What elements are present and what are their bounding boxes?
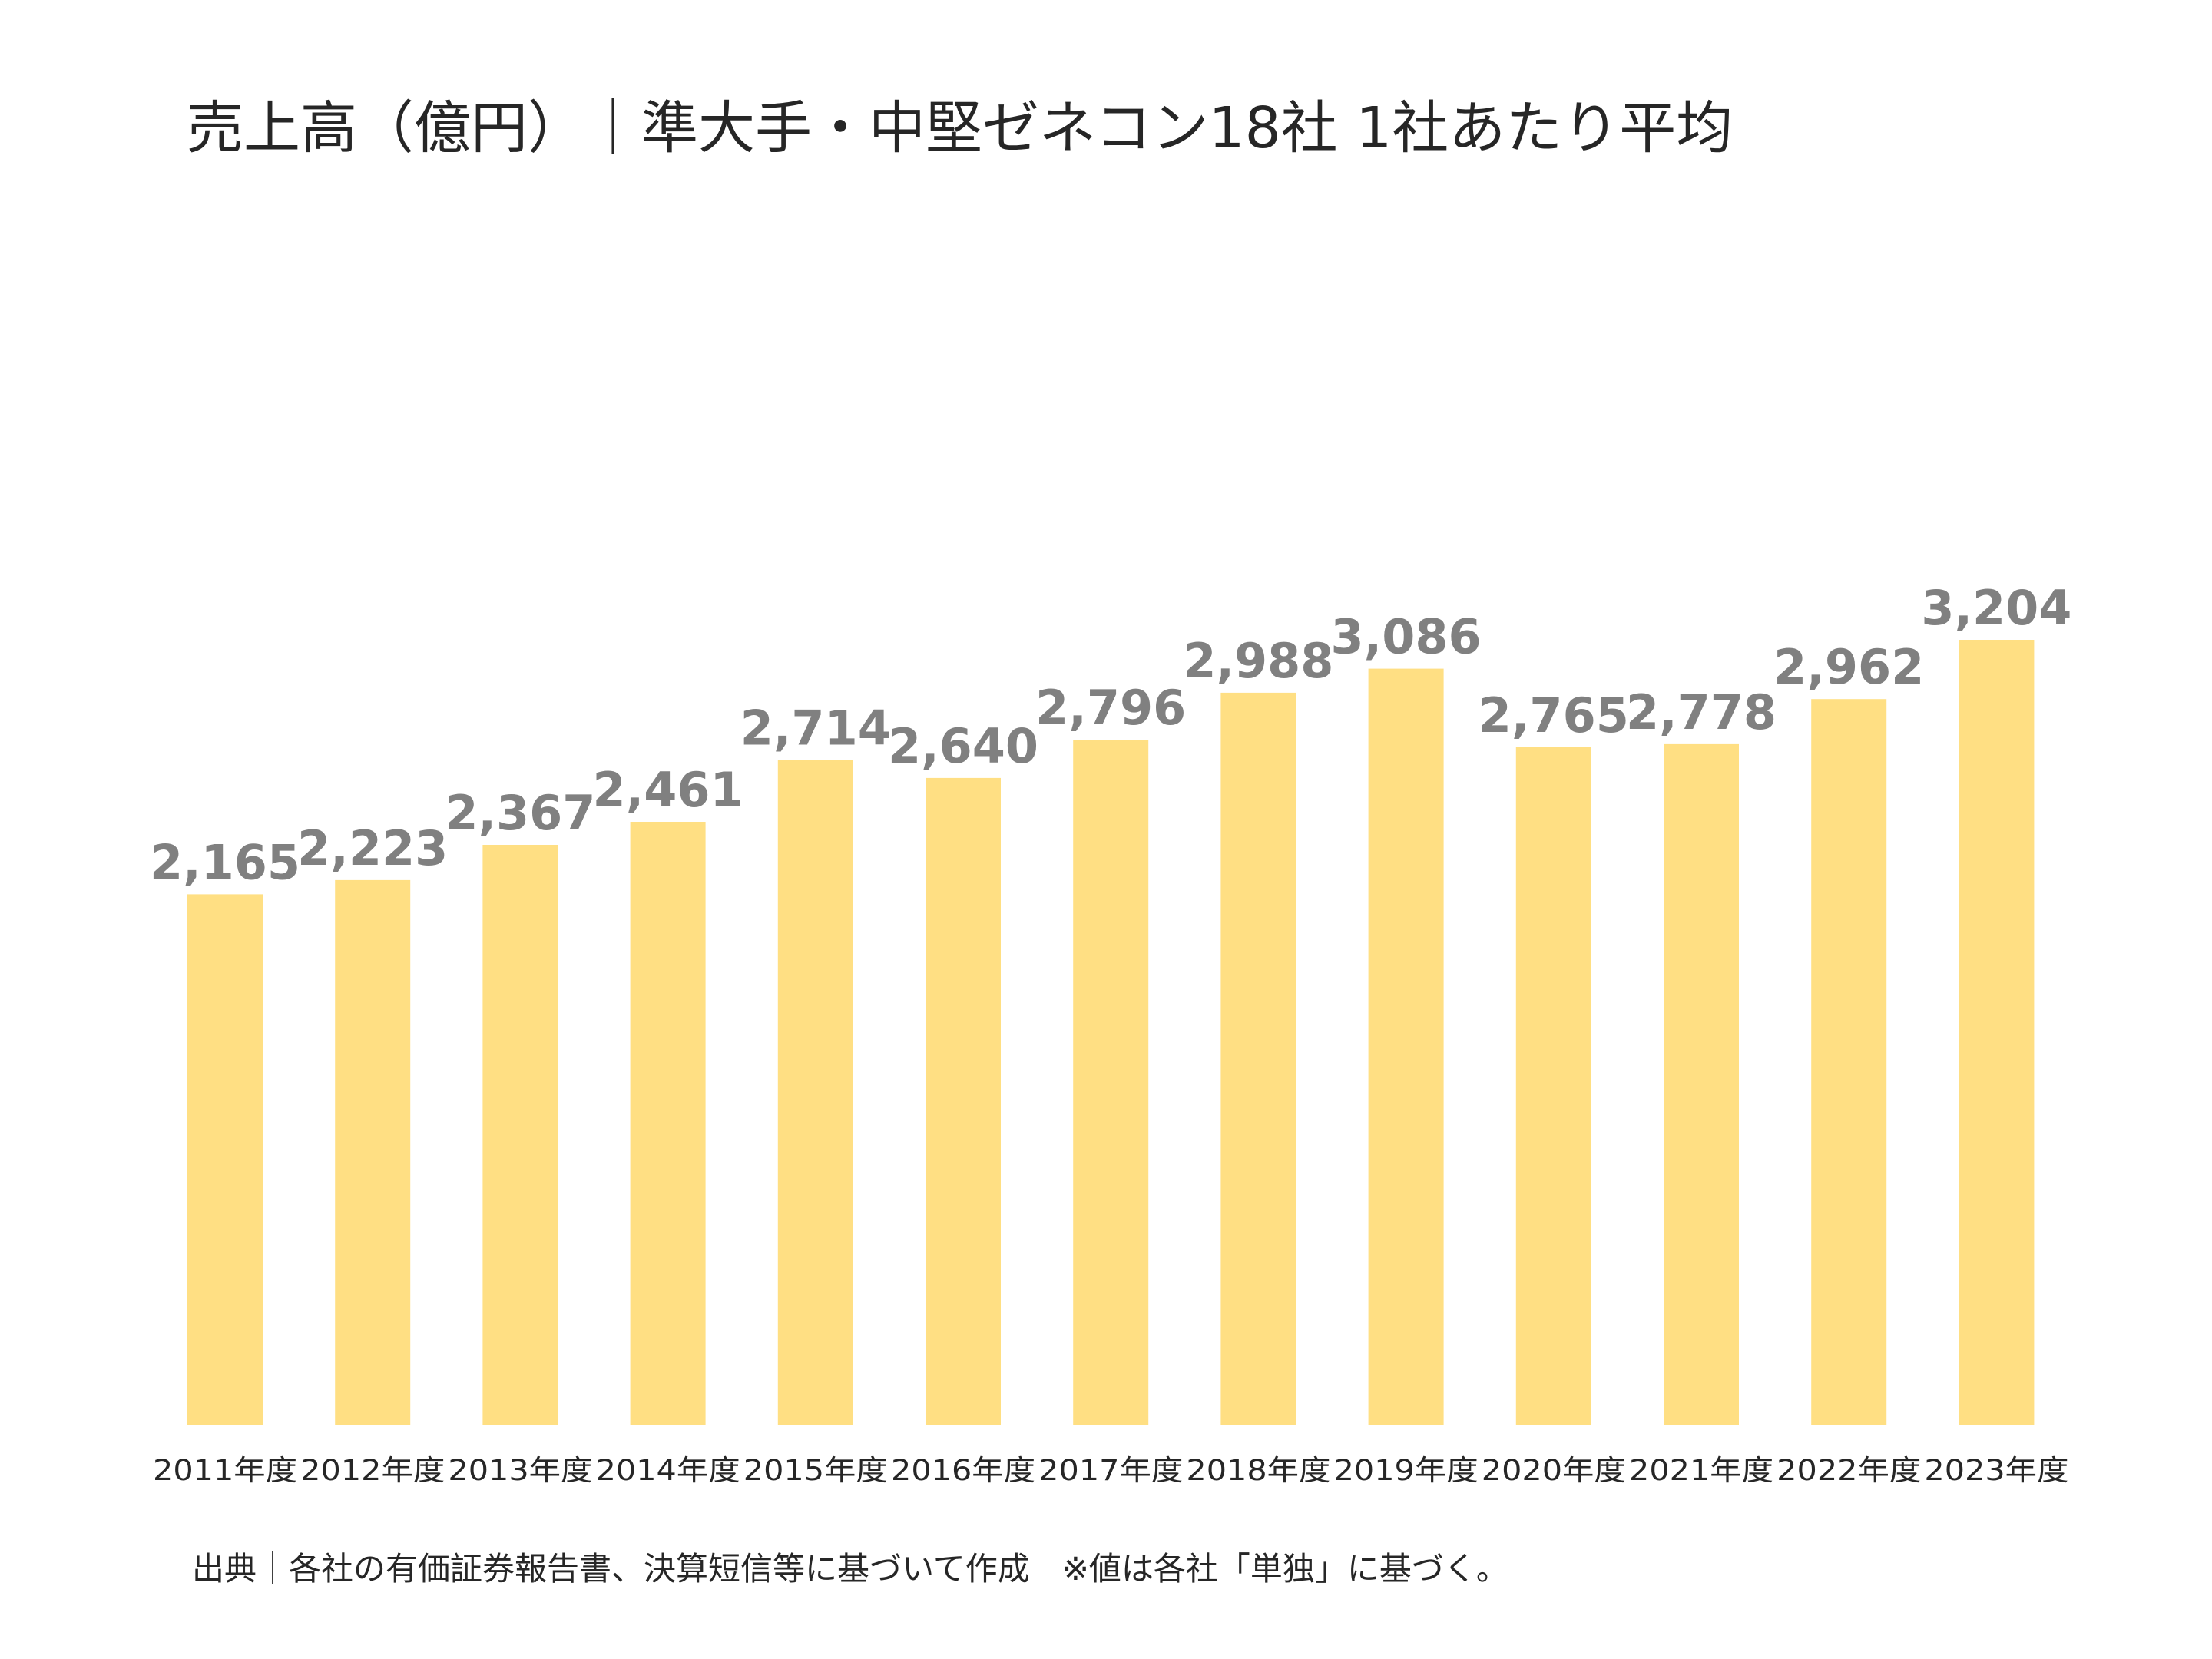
data-label-2018年度: 2,988 xyxy=(1183,633,1333,689)
chart-title: 売上高（億円）｜準大手・中堅ゼネコン18社 1社あたり平均 xyxy=(187,95,1733,161)
bar-2023年度 xyxy=(1959,640,2035,1425)
x-tick-label-2011年度: 2011年度 xyxy=(153,1454,297,1487)
data-label-2015年度: 2,714 xyxy=(740,700,891,756)
x-tick-label-2017年度: 2017年度 xyxy=(1038,1454,1183,1487)
data-label-2016年度: 2,640 xyxy=(888,718,1038,774)
x-tick-label-2016年度: 2016年度 xyxy=(891,1454,1035,1487)
bar-2017年度 xyxy=(1073,740,1149,1425)
bar-2020年度 xyxy=(1515,747,1591,1425)
bars-group xyxy=(187,640,2035,1425)
bar-2014年度 xyxy=(630,822,706,1425)
x-tick-label-2020年度: 2020年度 xyxy=(1482,1454,1626,1487)
bar-2015年度 xyxy=(777,760,853,1425)
data-label-2021年度: 2,778 xyxy=(1626,684,1777,740)
x-tick-labels-group: 2011年度 2012年度 2013年度 2014年度 2015年度 2016年度 2017… xyxy=(153,1454,2068,1487)
x-tick-label-2019年度: 2019年度 xyxy=(1334,1454,1479,1487)
data-label-2023年度: 3,204 xyxy=(1921,580,2071,636)
data-label-2022年度: 2,962 xyxy=(1773,639,1924,695)
data-label-2011年度: 2,165 xyxy=(150,834,300,890)
data-label-2014年度: 2,461 xyxy=(593,762,743,818)
x-tick-label-2018年度: 2018年度 xyxy=(1186,1454,1330,1487)
source-note: 出典｜各社の有価証券報告書、決算短信等に基づいて作成 ※値は各社「単独」に基づく… xyxy=(192,1550,1508,1588)
data-label-2019年度: 3,086 xyxy=(1331,609,1482,665)
x-tick-label-2012年度: 2012年度 xyxy=(300,1454,445,1487)
bar-2012年度 xyxy=(335,879,411,1425)
x-tick-label-2013年度: 2013年度 xyxy=(448,1454,592,1487)
bar-2011年度 xyxy=(187,894,263,1425)
data-label-2020年度: 2,765 xyxy=(1479,687,1629,743)
data-label-2017年度: 2,796 xyxy=(1035,680,1186,736)
x-tick-label-2021年度: 2021年度 xyxy=(1629,1454,1773,1487)
bar-2016年度 xyxy=(926,777,1001,1425)
bar-2013年度 xyxy=(482,845,558,1425)
x-tick-label-2023年度: 2023年度 xyxy=(1924,1454,2068,1487)
x-tick-label-2015年度: 2015年度 xyxy=(743,1454,888,1487)
bar-2022年度 xyxy=(1811,699,1887,1425)
bar-2021年度 xyxy=(1664,743,1739,1425)
data-label-2013年度: 2,367 xyxy=(445,785,595,841)
x-tick-label-2014年度: 2014年度 xyxy=(596,1454,740,1487)
x-tick-label-2022年度: 2022年度 xyxy=(1777,1454,1921,1487)
data-label-2012年度: 2,223 xyxy=(297,820,448,876)
bar-2019年度 xyxy=(1368,668,1444,1425)
bar-2018年度 xyxy=(1220,692,1296,1425)
